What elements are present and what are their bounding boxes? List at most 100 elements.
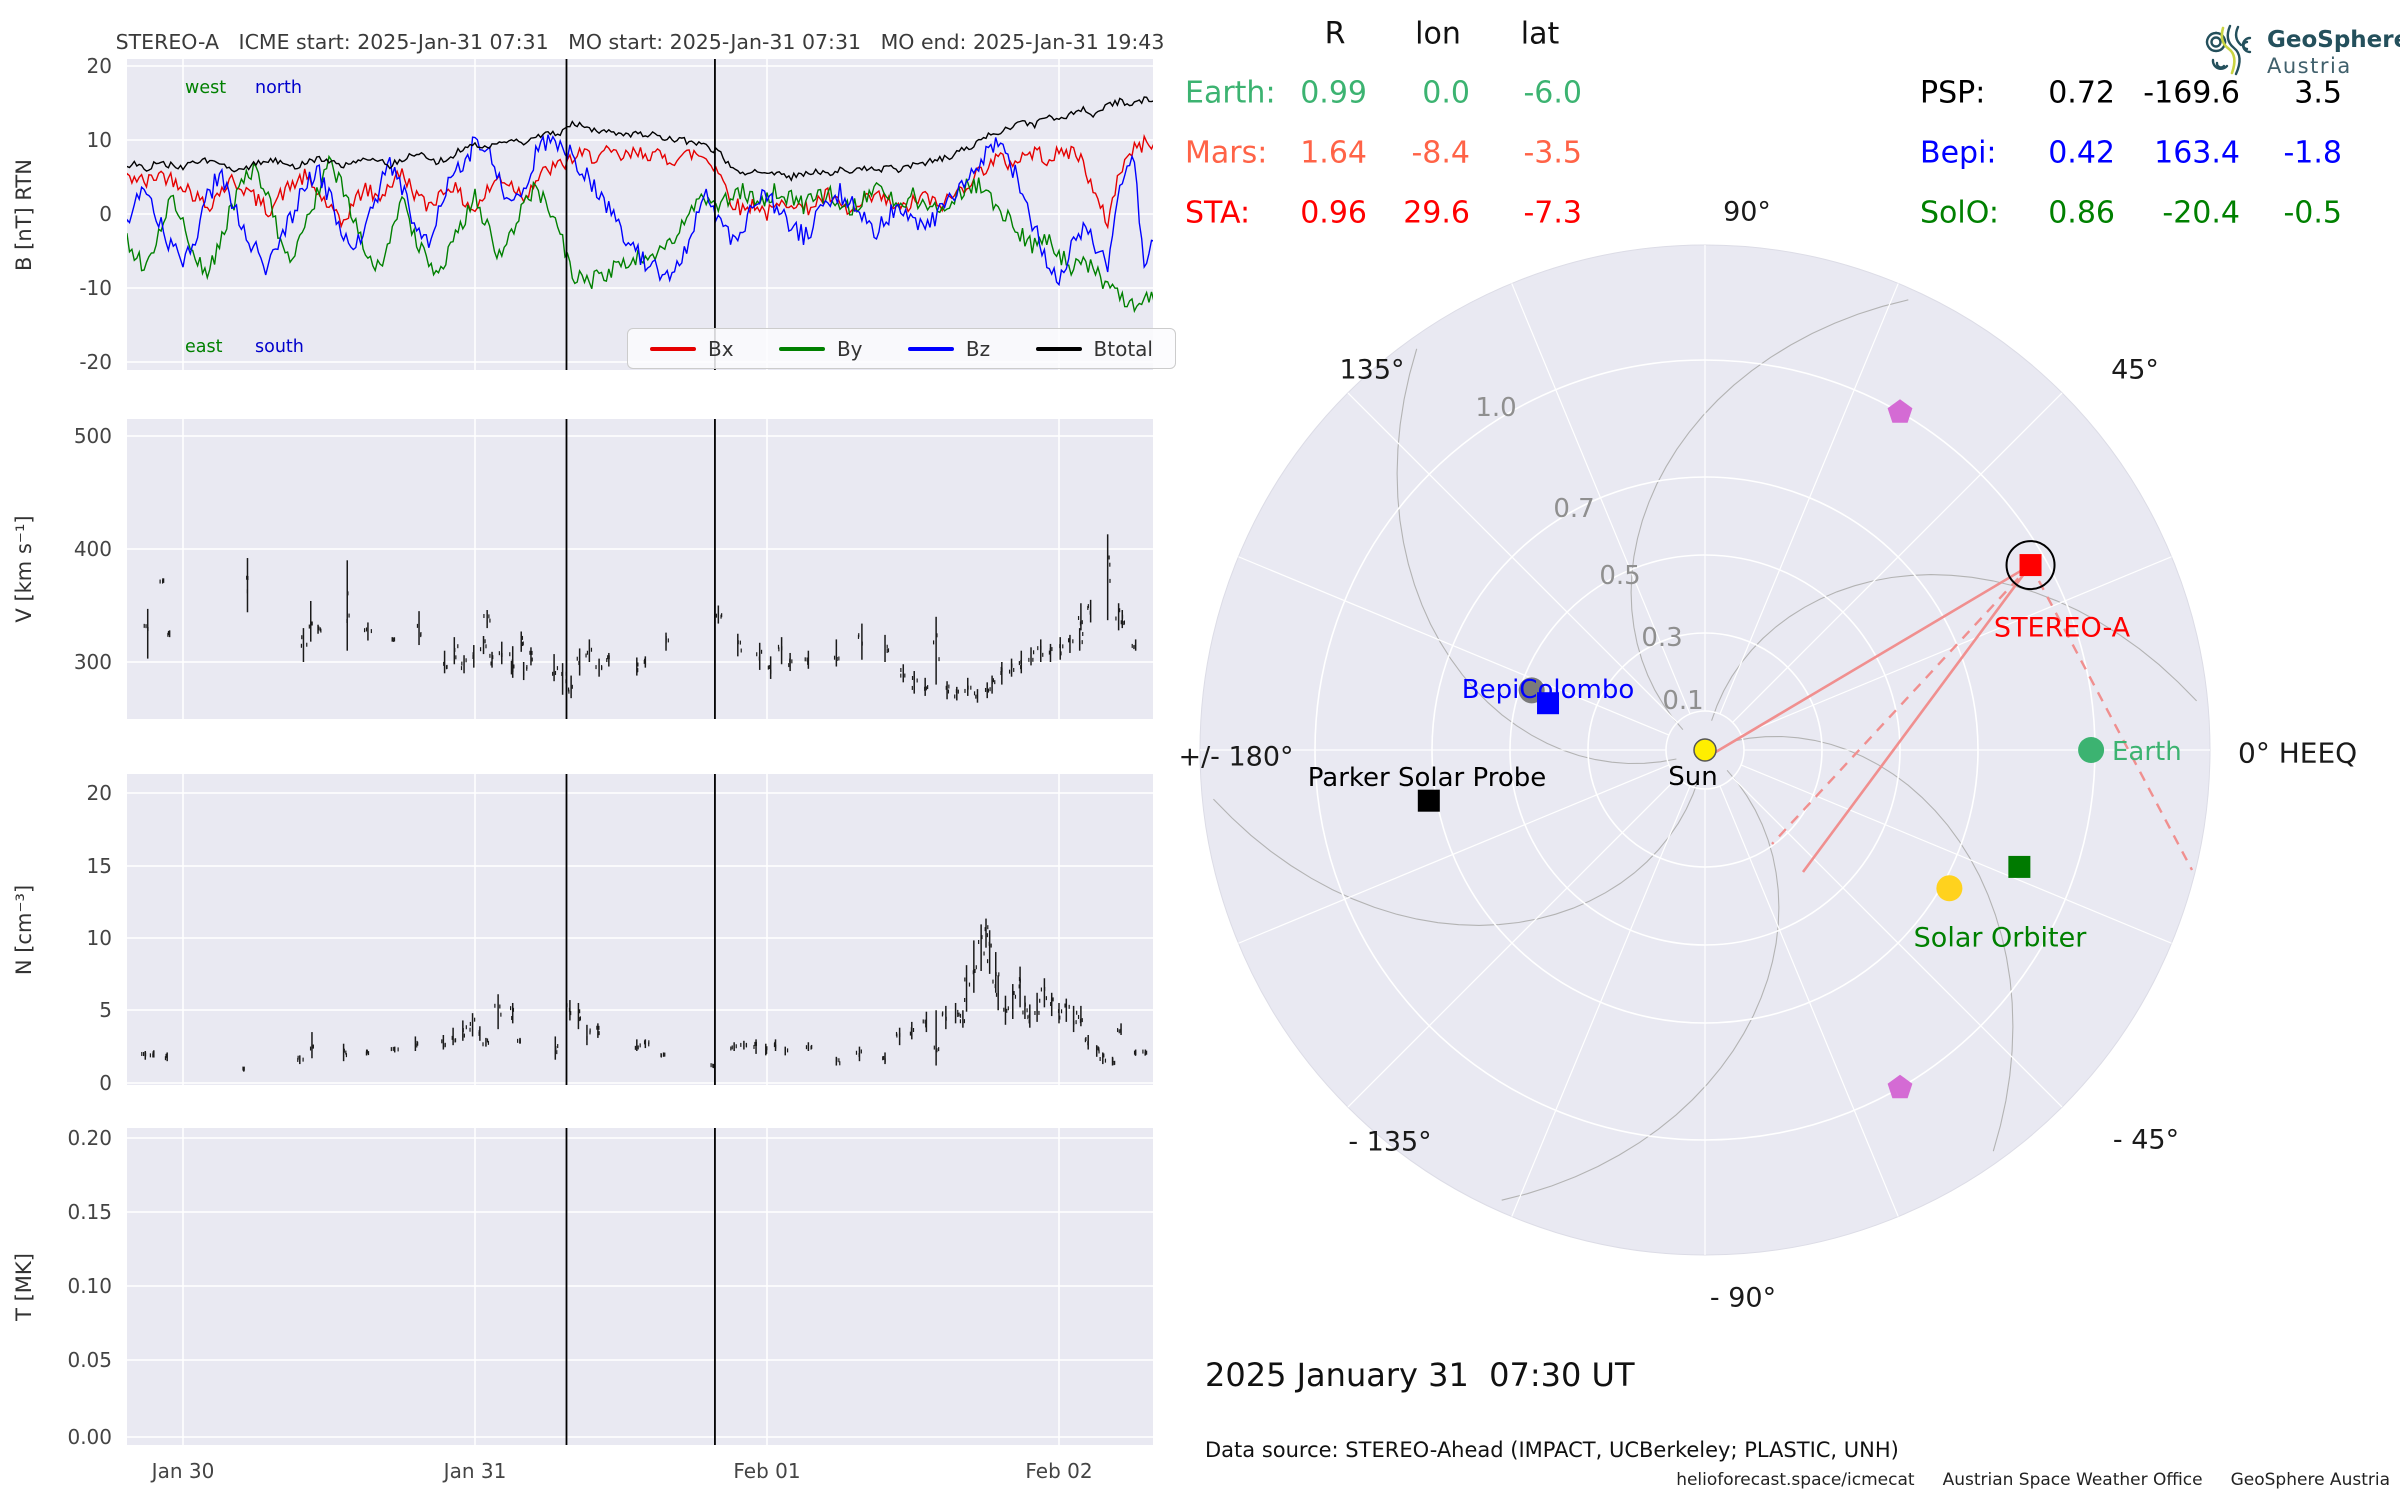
cell-lat: 3.5: [2294, 75, 2342, 111]
ylabel-b: B [nT] RTN: [12, 159, 36, 271]
ytick-temperature: 0.05: [67, 1348, 112, 1372]
earth-marker: [2078, 737, 2105, 763]
legend-label: Bz: [965, 336, 991, 361]
legend-item-bz: Bz: [907, 336, 991, 361]
legend-item-bx: Bx: [650, 337, 734, 361]
legend-item-btotal: Btotal: [1035, 336, 1153, 361]
parker-spiral: [1501, 769, 1780, 1201]
parker-spiral: [1711, 574, 2197, 721]
row-label-mars: Mars:: [1185, 135, 1268, 171]
magnetic-field-legend: Bx By Bz Btotal: [627, 328, 1176, 369]
ytick-mag: 0: [99, 202, 112, 226]
legend-swatch-bx: [650, 346, 696, 351]
data-source: Data source: STEREO-Ahead (IMPACT, UCBer…: [1205, 1438, 1899, 1462]
legend-label: Bx: [708, 336, 734, 361]
ytick-density: 10: [86, 926, 112, 950]
cell-r: 0.42: [2048, 135, 2115, 171]
credit-office: Austrian Space Weather Office: [1942, 1470, 2203, 1490]
venus-marker: [1936, 875, 1963, 902]
label-earth: Earth: [2112, 737, 2182, 767]
stereo-a-highlight-ring: [2005, 540, 2056, 591]
row-label-bepi: Bepi:: [1920, 135, 1997, 171]
hdr-lon: lon: [1415, 16, 1461, 52]
legend-item-by: By: [778, 336, 863, 361]
ytick-mag: 10: [86, 128, 112, 152]
ytick-density: 5: [99, 998, 112, 1022]
xtick: Feb 02: [1025, 1459, 1093, 1483]
cell-lat: -7.3: [1523, 195, 1582, 231]
series-bz: [127, 134, 1153, 287]
ytick-speed: 400: [73, 537, 112, 561]
bepicolombo-marker: [1537, 692, 1560, 715]
credit-org: GeoSphere Austria: [2230, 1470, 2390, 1490]
parker-spiral: [1213, 779, 1699, 926]
r-label-0.7: 0.7: [1553, 494, 1595, 524]
l4-point-marker: [1887, 399, 1913, 423]
cell-r: 1.64: [1300, 135, 1367, 171]
ytick-mag: -10: [79, 276, 112, 300]
series-btotal: [127, 96, 1153, 182]
legend-swatch-by: [778, 346, 825, 351]
cell-r: 0.72: [2048, 75, 2115, 111]
ylabel-n: N [cm⁻³]: [12, 884, 36, 976]
parker-solar-probe-marker: [1417, 789, 1440, 812]
ytick-speed: 300: [73, 650, 112, 674]
ytick-density: 20: [86, 781, 112, 805]
parker-spiral: [1396, 348, 1677, 765]
ytick-temperature: 0.00: [67, 1425, 112, 1449]
geosphere-logo-icon: [2205, 24, 2252, 76]
series-bx: [127, 133, 1153, 230]
hdr-lat: lat: [1520, 16, 1560, 52]
annotation-north: north: [255, 78, 302, 98]
cell-lat: -3.5: [1523, 135, 1582, 171]
credit-site: helioforecast.space/icmecat: [1676, 1470, 1915, 1490]
annotation-west: west: [185, 78, 227, 98]
logo-subtitle: Austria: [2267, 54, 2352, 78]
label-bepicolombo: BepiColombo: [1461, 675, 1635, 705]
row-label-solo: SolO:: [1920, 195, 1999, 231]
r-label-0.1: 0.1: [1662, 686, 1704, 716]
xtick: Feb 01: [733, 1459, 801, 1483]
annotation-east: east: [185, 337, 223, 357]
angle-label-degm45: - 45°: [2112, 1124, 2180, 1156]
solar-orbiter-marker: [2008, 855, 2031, 878]
r-label-0.3: 0.3: [1641, 623, 1683, 653]
cell-r: 0.86: [2048, 195, 2115, 231]
angle-label-degm135: - 135°: [1348, 1126, 1432, 1158]
row-label-earth: Earth:: [1185, 75, 1276, 111]
frame-label: 0° HEEQ: [2238, 736, 2358, 770]
credits: helioforecast.space/icmecat Austrian Spa…: [1676, 1470, 2390, 1490]
cell-lon: -20.4: [2162, 195, 2240, 231]
ytick-density: 15: [86, 854, 112, 878]
sun-marker: [1693, 738, 1717, 762]
hdr-r: R: [1324, 16, 1346, 52]
row-label-psp: PSP:: [1920, 75, 1986, 111]
stereo-a-marker: [2019, 554, 2042, 577]
cell-lon: 163.4: [2154, 135, 2240, 171]
legend-label: Btotal: [1093, 336, 1153, 361]
cell-lat: -1.8: [2283, 135, 2342, 171]
geosphere-logo: GeoSphere Austria: [2203, 22, 2400, 117]
cell-lat: -0.5: [2283, 195, 2342, 231]
legend-label: By: [836, 336, 863, 361]
angle-label-deg135: 135°: [1339, 354, 1405, 386]
cone-edge-solid: [1801, 564, 2032, 873]
r-label-0.5: 0.5: [1599, 561, 1641, 591]
label-parker-solar-probe: Parker Solar Probe: [1307, 763, 1547, 793]
cone-axis-dashed: [2029, 564, 2194, 871]
label-solar-orbiter: Solar Orbiter: [1913, 922, 2087, 954]
angle-label-deg180: +/- 180°: [1178, 741, 1294, 773]
ylabel-t: T [MK]: [12, 1253, 36, 1321]
angle-label-degm90: - 90°: [1709, 1282, 1777, 1314]
parker-spiral: [1630, 299, 1909, 731]
angle-label-deg45: 45°: [2111, 354, 2159, 386]
xtick: Jan 31: [443, 1459, 507, 1483]
cell-lon: -169.6: [2143, 75, 2240, 111]
cell-lon: 29.6: [1403, 195, 1470, 231]
timeseries-title: STEREO-A ICME start: 2025-Jan-31 07:31 M…: [115, 30, 1165, 54]
map-datetime: 2025 January 31 07:30 UT: [1205, 1356, 1635, 1394]
label-stereo-a: STEREO-A: [1993, 612, 2131, 644]
cell-lat: -6.0: [1523, 75, 1582, 111]
